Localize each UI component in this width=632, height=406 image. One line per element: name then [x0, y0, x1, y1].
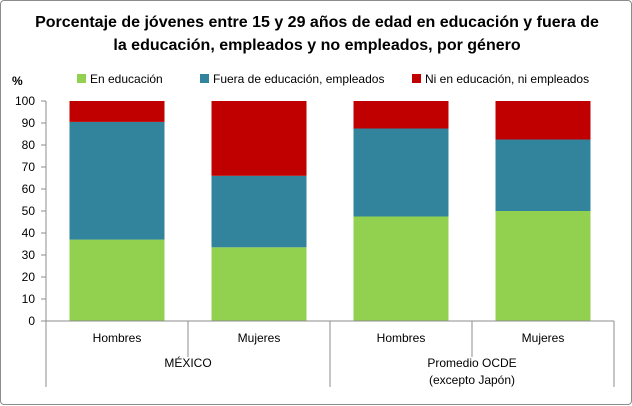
legend-swatch-en-educacion — [77, 74, 86, 83]
y-tick-label-30: 30 — [22, 248, 36, 262]
legend-swatch-fuera-de-educacion — [200, 74, 209, 83]
group-label-mexico: MÉXICO — [164, 355, 211, 370]
bar-mujeres-mexico-fuera-de-educacion-empleados — [211, 175, 307, 248]
bar-mujeres-mexico-en-educacion — [211, 247, 307, 321]
y-tick-label-70: 70 — [22, 160, 36, 174]
x-tick-label-hombres-ocde: Hombres — [377, 331, 426, 345]
bar-hombres-ocde-fuera-de-educacion-empleados — [353, 128, 449, 217]
bar-mujeres-ocde-ni-en-educacion-ni-empleados — [495, 101, 591, 140]
y-tick-label-10: 10 — [22, 292, 36, 306]
chart-title-line-2: la educación, empleados y no empleados, … — [113, 37, 520, 54]
y-tick-label-20: 20 — [22, 270, 36, 284]
group-label-ocde-line-2: (excepto Japón) — [429, 373, 515, 387]
legend: En educación Fuera de educación, emplead… — [77, 72, 589, 86]
bar-mujeres-mexico-ni-en-educacion-ni-empleados — [211, 101, 307, 176]
group-label-ocde-line-1: Promedio OCDE — [427, 356, 516, 370]
y-tick-label-90: 90 — [22, 116, 36, 130]
legend-label-en-educacion: En educación — [90, 72, 163, 86]
bar-hombres-mexico-fuera-de-educacion-empleados — [69, 121, 165, 240]
bars — [69, 101, 591, 321]
bar-mujeres-ocde-fuera-de-educacion-empleados — [495, 139, 591, 211]
chart-title-line-1: Porcentaje de jóvenes entre 15 y 29 años… — [35, 14, 599, 31]
x-tick-label-mujeres-mexico: Mujeres — [238, 331, 281, 345]
y-tick-label-100: 100 — [15, 94, 35, 108]
bar-hombres-mexico-en-educacion — [69, 239, 165, 321]
bar-hombres-ocde-en-educacion — [353, 216, 449, 321]
bar-mujeres-ocde-en-educacion — [495, 211, 591, 321]
y-tick-label-40: 40 — [22, 226, 36, 240]
y-tick-label-0: 0 — [28, 314, 35, 328]
x-tick-label-hombres-mexico: Hombres — [93, 331, 142, 345]
y-tick-label-50: 50 — [22, 204, 36, 218]
legend-label-fuera-de-educacion: Fuera de educación, empleados — [213, 72, 384, 86]
x-tick-label-mujeres-ocde: Mujeres — [522, 331, 565, 345]
legend-label-ni-en-educacion: Ni en educación, ni empleados — [425, 72, 589, 86]
y-tick-label-60: 60 — [22, 182, 36, 196]
axes — [45, 101, 615, 387]
y-axis-label: % — [12, 74, 23, 88]
bar-hombres-mexico-ni-en-educacion-ni-empleados — [69, 101, 165, 122]
legend-swatch-ni-en-educacion — [412, 74, 421, 83]
y-tick-label-80: 80 — [22, 138, 36, 152]
bar-hombres-ocde-ni-en-educacion-ni-empleados — [353, 101, 449, 129]
y-axis-ticks: 0 10 20 30 40 50 60 70 80 90 100 — [15, 94, 46, 328]
